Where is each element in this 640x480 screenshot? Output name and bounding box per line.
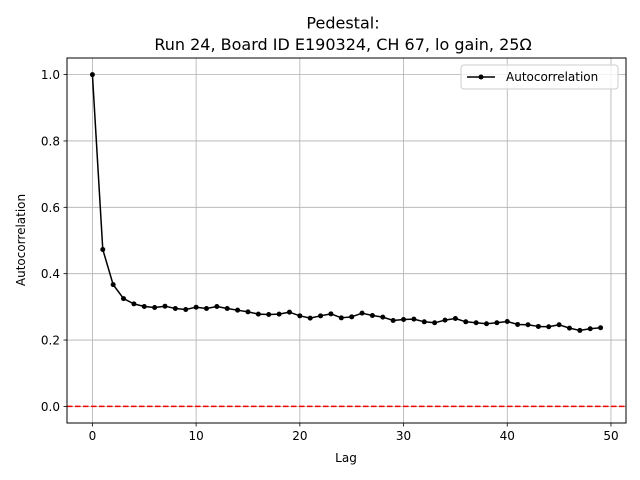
data-point [598, 325, 604, 331]
data-point [556, 322, 562, 328]
data-point [286, 309, 292, 315]
data-point [380, 314, 386, 320]
data-point [235, 307, 241, 313]
data-point [214, 304, 220, 310]
y-tick-label: 0.6 [41, 201, 60, 215]
data-point [349, 314, 355, 320]
data-point [546, 324, 552, 330]
data-point [328, 311, 334, 317]
data-point [535, 323, 541, 329]
chart-title-line-1: Pedestal: [306, 14, 379, 33]
data-point [203, 306, 209, 312]
y-tick-label: 0.8 [41, 134, 60, 148]
grid [67, 58, 626, 423]
data-point [442, 317, 448, 323]
data-point [369, 312, 375, 318]
data-point [566, 325, 572, 331]
data-point [121, 296, 127, 302]
data-point [473, 320, 479, 326]
data-point [525, 322, 531, 328]
data-point [452, 315, 458, 321]
data-point [183, 307, 189, 313]
y-tick-label: 0.4 [41, 267, 60, 281]
y-tick-label: 0.0 [41, 400, 60, 414]
x-axis-ticks: 0 10 20 30 40 50 [89, 423, 619, 443]
x-tick-label: 50 [603, 429, 618, 443]
x-tick-label: 10 [188, 429, 203, 443]
data-point [307, 315, 313, 321]
data-point [172, 306, 178, 312]
series-layer [89, 72, 604, 333]
x-tick-label: 20 [292, 429, 307, 443]
data-point [587, 326, 593, 332]
data-point [193, 304, 199, 310]
data-point [494, 320, 500, 326]
chart-title-line-2: Run 24, Board ID E190324, CH 67, lo gain… [154, 35, 531, 54]
data-point [401, 316, 407, 322]
data-point [152, 305, 158, 311]
data-point [432, 320, 438, 326]
data-point [110, 282, 116, 288]
data-point [411, 316, 417, 322]
legend: Autocorrelation [460, 64, 619, 90]
data-point [390, 317, 396, 323]
x-tick-label: 0 [89, 429, 97, 443]
x-tick-label: 40 [500, 429, 515, 443]
data-point [577, 327, 583, 333]
legend-label: Autocorrelation [506, 70, 598, 84]
data-point [245, 309, 251, 315]
data-point [318, 313, 324, 319]
data-point [224, 306, 230, 312]
data-point [463, 319, 469, 325]
data-point [100, 246, 106, 252]
data-point [266, 311, 272, 317]
data-point [297, 313, 303, 319]
data-point [421, 319, 427, 325]
plot-frame [66, 57, 627, 424]
y-tick-label: 0.2 [41, 334, 60, 348]
data-point [131, 301, 137, 307]
data-point [504, 318, 510, 324]
data-point [359, 310, 365, 316]
y-tick-label: 1.0 [41, 68, 60, 82]
data-point [162, 303, 168, 309]
data-point [484, 321, 490, 327]
data-point [141, 304, 147, 310]
legend-box [460, 64, 619, 90]
y-axis-label: Autocorrelation [14, 194, 28, 286]
data-point [89, 72, 95, 78]
x-tick-label: 30 [396, 429, 411, 443]
data-point [276, 311, 282, 317]
data-point [338, 315, 344, 321]
data-point [515, 321, 521, 327]
legend-dot-marker [478, 74, 484, 80]
data-point [255, 311, 261, 317]
x-axis-label: Lag [335, 451, 357, 465]
y-axis-ticks: 0.0 0.2 0.4 0.6 0.8 1.0 [41, 68, 67, 414]
